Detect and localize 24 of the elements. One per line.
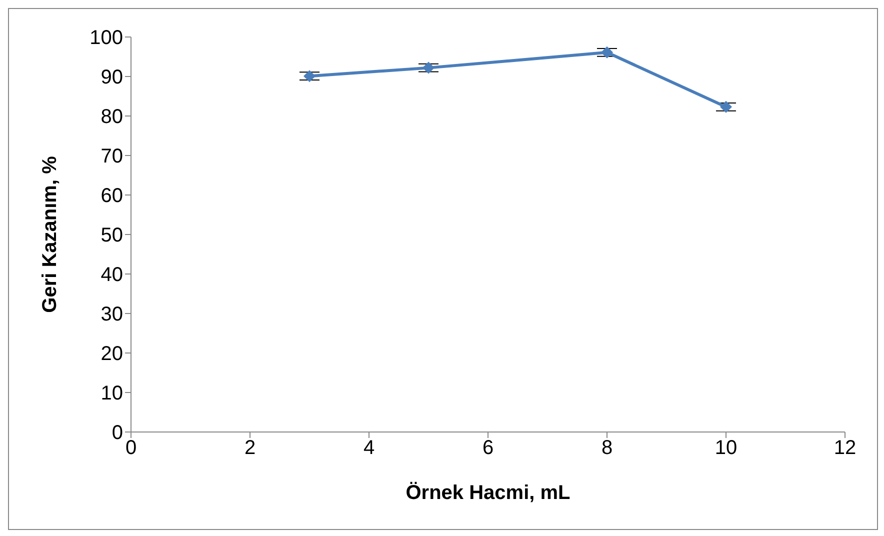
x-tick-label: 2 [244, 437, 256, 460]
y-tick-label: 70 [100, 146, 123, 168]
x-tick-label: 8 [601, 437, 613, 460]
point [720, 100, 732, 113]
x-tick-label: 12 [834, 437, 856, 460]
y-tick-label: 10 [100, 382, 123, 405]
y-tick-label: 60 [100, 185, 123, 208]
y-axis-title: Geri Kazanım, % [39, 156, 62, 313]
point [601, 46, 613, 58]
x-axis-title: Örnek Hacmi, mL [406, 481, 570, 504]
y-tick-label: 40 [100, 264, 123, 286]
x-tick-label: 10 [714, 437, 738, 460]
point [422, 62, 434, 74]
y-tick-label: 0 [112, 422, 123, 444]
y-tick-label: 20 [100, 343, 123, 366]
x-tick-label: 4 [363, 437, 375, 460]
y-tick-label: 30 [100, 304, 123, 326]
y-tick-label: 80 [100, 106, 123, 128]
y-tick-label: 100 [90, 27, 123, 50]
x-tick-label: 6 [482, 437, 494, 460]
y-tick-label: 50 [100, 224, 123, 247]
y-tick-label: 90 [100, 66, 123, 89]
x-tick-label: 0 [125, 437, 137, 460]
point [304, 70, 316, 82]
